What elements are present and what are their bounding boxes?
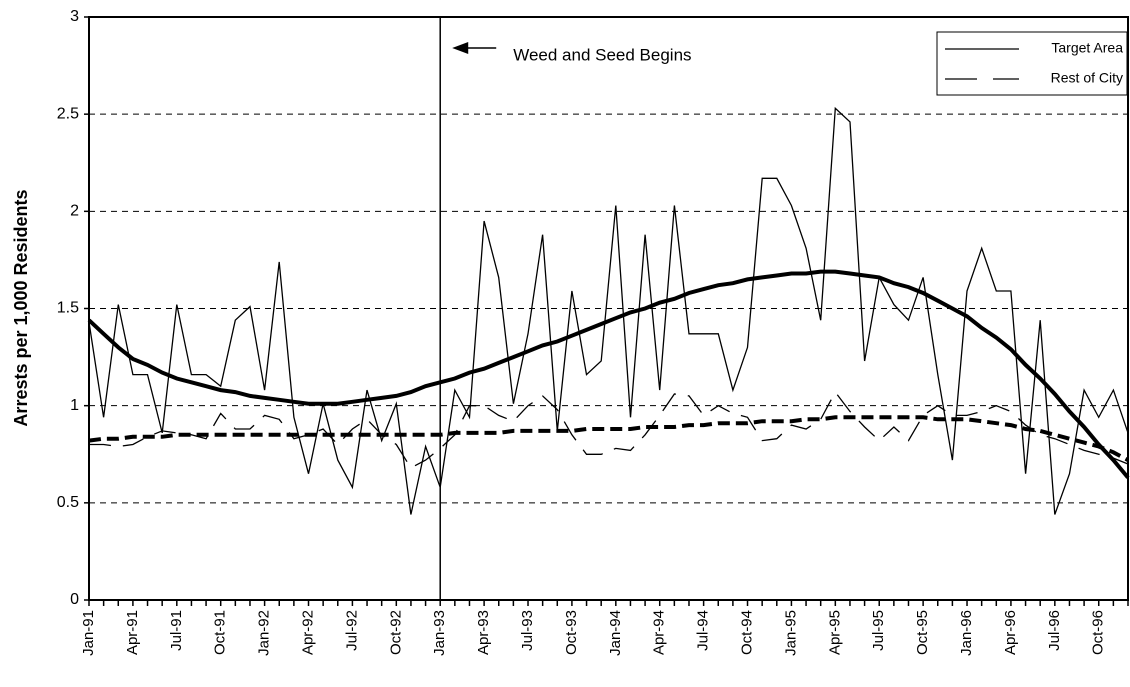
y-tick-label: 0: [70, 591, 79, 608]
x-tick-label: Jul-91: [168, 610, 185, 651]
annotation-text: Weed and Seed Begins: [513, 45, 691, 64]
x-tick-label: Jul-92: [343, 610, 360, 651]
y-tick-label: 2: [70, 203, 79, 220]
x-tick-label: Apr-91: [124, 610, 141, 655]
y-tick-label: 1: [70, 397, 79, 414]
y-tick-label: 0.5: [57, 494, 79, 511]
x-tick-label: Jan-92: [256, 610, 273, 656]
x-tick-label: Oct-91: [212, 610, 229, 655]
x-tick-label: Jan-94: [607, 610, 624, 656]
x-tick-label: Oct-96: [1090, 610, 1107, 655]
x-tick-label: Apr-95: [826, 610, 843, 655]
x-tick-label: Apr-93: [475, 610, 492, 655]
x-tick-label: Jul-93: [519, 610, 536, 651]
x-tick-label: Jan-91: [80, 610, 97, 656]
x-tick-label: Oct-92: [387, 610, 404, 655]
y-tick-label: 1.5: [57, 300, 79, 317]
series-line: [88, 106, 1129, 515]
trend-line: [87, 269, 1130, 479]
x-tick-label: Apr-94: [651, 610, 668, 655]
plot-frame: [88, 16, 1129, 601]
legend-label: Target Area: [1051, 40, 1123, 56]
x-tick-label: Oct-95: [914, 610, 931, 655]
x-tick-label: Apr-96: [1002, 610, 1019, 655]
x-tick-label: Apr-92: [299, 610, 316, 655]
x-tick-label: Jan-93: [431, 610, 448, 656]
x-tick-label: Jul-96: [1046, 610, 1063, 651]
x-tick-label: Jan-96: [958, 610, 975, 656]
y-tick-label: 3: [70, 8, 79, 25]
x-tick-label: Jan-95: [782, 610, 799, 656]
series-line: [89, 390, 1129, 469]
x-tick-label: Oct-93: [563, 610, 580, 655]
y-tick-label: 2.5: [57, 105, 79, 122]
trend-line: [88, 415, 1129, 462]
legend-box: [936, 31, 1128, 96]
legend-label: Rest of City: [1051, 70, 1123, 86]
x-tick-label: Oct-94: [738, 610, 755, 655]
x-tick-label: Jul-94: [695, 610, 712, 651]
y-axis-label: Arrests per 1,000 Residents: [11, 189, 31, 426]
annotation-arrowhead: [452, 42, 469, 54]
x-tick-label: Jul-95: [870, 610, 887, 651]
